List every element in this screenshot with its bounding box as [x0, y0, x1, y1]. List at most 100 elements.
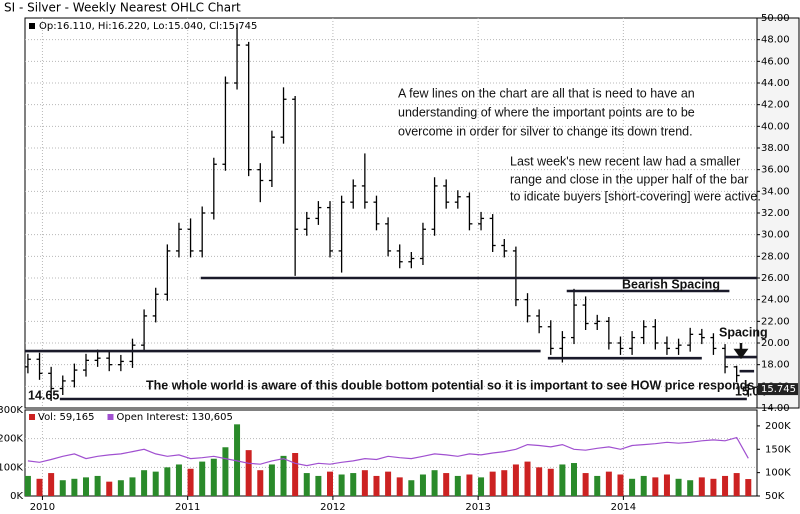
chart-title: SI - Silver - Weekly Nearest OHLC Chart [4, 1, 241, 15]
volume-bar [605, 471, 612, 496]
volume-bar [141, 470, 148, 496]
volume-bar [431, 470, 438, 496]
volume-bar [419, 474, 426, 496]
volume-bar [454, 475, 461, 496]
y-tick-label: 100K [0, 462, 23, 473]
volume-bar [443, 473, 450, 496]
volume-bar [257, 470, 264, 496]
legend-swatch [29, 23, 35, 29]
y-tick-label: 24.00 [761, 295, 790, 306]
low-label: 14.65 [28, 388, 59, 402]
y2-tick-label: 200K [765, 421, 791, 432]
annotation: The whole world is aware of this double … [146, 378, 754, 392]
volume-bar [675, 478, 682, 496]
y-tick-label: 32.00 [761, 208, 790, 219]
legend-swatch [29, 414, 35, 420]
y-tick-label: 300K [0, 405, 23, 416]
y-tick-label: 46.00 [761, 56, 790, 67]
volume-bar [466, 474, 473, 496]
volume-bar [36, 478, 43, 496]
volume-bar [722, 475, 729, 496]
volume-bar [408, 480, 415, 496]
volume-bar [292, 453, 299, 496]
volume-bar [489, 471, 496, 496]
legend-swatch [107, 414, 114, 420]
volume-bar [94, 475, 101, 496]
y-tick-label: 48.00 [761, 35, 790, 46]
y-tick-label: 200K [0, 434, 23, 445]
volume-bar [48, 473, 55, 496]
last-price-tag [758, 383, 798, 396]
volume-bar [617, 474, 624, 496]
y-tick-label: 34.00 [761, 186, 790, 197]
volume-bar [59, 480, 66, 496]
annotation: overcome in order for silver to change i… [398, 124, 693, 138]
y-tick-label: 40.00 [761, 121, 790, 132]
volume-bar [210, 458, 217, 496]
y-tick-label: 50.00 [761, 13, 790, 24]
legend-text: Vol: 59,165 [38, 412, 95, 423]
y-tick-label: 0K [10, 491, 23, 502]
x-tick-label: 2010 [30, 502, 55, 513]
volume-bar [478, 477, 485, 496]
volume-bar [698, 477, 705, 496]
volume-bar [327, 471, 333, 496]
volume-bar [117, 480, 124, 496]
legend-text: Op:16.110, Hi:16.220, Lo:15.040, Cl:15.7… [39, 21, 257, 32]
y-tick-label: 20.00 [761, 338, 790, 349]
price-axis-area [756, 17, 800, 409]
x-tick-label: 2011 [175, 502, 200, 513]
volume-bar [187, 468, 194, 496]
volume-bar [745, 479, 752, 496]
volume-bar [652, 477, 659, 496]
volume-bar [547, 468, 554, 496]
y-tick-label: 26.00 [761, 273, 790, 284]
y-tick-label: 22.00 [761, 316, 790, 327]
volume-bar [640, 475, 647, 496]
volume-bar [338, 474, 345, 496]
y2-tick-label: 50K [765, 491, 785, 502]
y-tick-label: 42.00 [761, 100, 790, 111]
volume-bar [536, 467, 543, 496]
volume-bar [710, 478, 717, 496]
volume-bar [733, 473, 740, 496]
volume-bar [24, 475, 31, 496]
x-tick-label: 2012 [320, 502, 345, 513]
volume-bar [512, 464, 519, 496]
volume-bar [663, 474, 670, 496]
y-tick-label: 18.00 [761, 360, 790, 371]
volume-bar [594, 475, 601, 496]
y-tick-label: 30.00 [761, 230, 790, 241]
volume-bar [629, 478, 636, 496]
legend-text: Open Interest: 130,605 [117, 412, 233, 423]
volume-bar [280, 455, 287, 496]
annotation: range and close in the upper half of the… [510, 172, 748, 186]
annotation: understanding of where the important poi… [398, 105, 695, 119]
open-interest-line [27, 436, 749, 467]
volume-bar [303, 473, 310, 496]
y-tick-label: 14.00 [761, 403, 790, 414]
x-tick-label: 2014 [611, 502, 636, 513]
volume-bar [71, 478, 78, 496]
y2-tick-label: 150K [765, 444, 791, 455]
volume-bar [106, 481, 113, 496]
annotation: Spacing [719, 325, 768, 339]
last-price-label: 15.745 [761, 384, 796, 395]
volume-bar [199, 461, 206, 496]
volume-bar [571, 463, 577, 496]
volume-bar [396, 477, 403, 496]
volume-bar [559, 464, 566, 496]
volume-bar [524, 461, 531, 496]
volume-bar [385, 471, 392, 496]
volume-bar [582, 473, 589, 496]
volume-bar [361, 470, 368, 496]
x-tick-label: 2013 [465, 502, 490, 513]
volume-bar [687, 480, 694, 496]
volume-bar [152, 471, 159, 496]
y-tick-label: 28.00 [761, 251, 790, 262]
volume-bar [129, 477, 136, 496]
volume-bar [164, 467, 171, 496]
volume-bar [350, 473, 357, 496]
y-tick-label: 38.00 [761, 143, 790, 154]
